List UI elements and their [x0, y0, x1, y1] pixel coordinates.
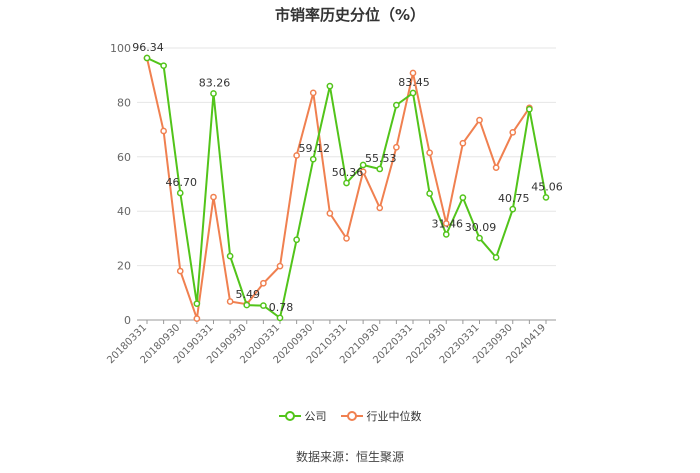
industry-median-line: [146, 57, 531, 319]
industry-median-point: [409, 69, 417, 77]
company-point: [376, 165, 384, 173]
industry-median-point: [309, 89, 317, 97]
company-point: [492, 254, 500, 261]
data-label: 59.12: [299, 142, 331, 155]
legend-swatch-company: [278, 411, 301, 421]
company-point: [243, 301, 251, 309]
data-label: 0.78: [269, 301, 294, 314]
data-label: 30.09: [465, 221, 497, 234]
industry-median-point: [476, 116, 483, 124]
data-source-note: 数据来源：恒生聚源: [295, 450, 404, 464]
company-point: [160, 62, 167, 70]
company-point: [293, 236, 300, 244]
company-point: [509, 205, 517, 213]
industry-median-point: [226, 298, 234, 305]
industry-median-point: [492, 164, 500, 172]
industry-median-point: [459, 139, 467, 147]
industry-median-point: [193, 315, 201, 322]
y-tick-label: 80: [117, 96, 131, 109]
legend-item-industry-median[interactable]: 行业中位数: [340, 408, 422, 424]
company-point: [393, 101, 400, 109]
company-point: [176, 189, 184, 197]
y-tick-label: 60: [117, 151, 131, 164]
industry-median-point: [376, 204, 384, 212]
company-point: [343, 179, 350, 187]
grid-lines: [137, 47, 556, 267]
chart-title: 市销率历史分位（%）: [274, 6, 426, 24]
industry-median-point: [293, 152, 300, 159]
data-label: 50.36: [332, 166, 364, 179]
legend-item-company[interactable]: 公司: [278, 408, 327, 424]
company-point: [359, 161, 367, 169]
company-point: [476, 234, 483, 242]
industry-median-point: [442, 220, 450, 227]
company-point: [409, 89, 417, 97]
y-tick-label: 20: [117, 260, 131, 273]
data-label: 96.34: [132, 41, 164, 54]
data-label: 55.53: [365, 152, 397, 165]
series-lines: [143, 54, 550, 322]
company-point: [143, 54, 151, 62]
industry-median-point: [343, 235, 350, 242]
company-point: [276, 314, 284, 322]
y-tick-label: 100: [110, 42, 131, 55]
data-label: 46.70: [166, 176, 198, 189]
legend-label-industry-median: 行业中位数: [366, 410, 422, 423]
company-point: [226, 252, 234, 260]
data-label: 5.49: [236, 288, 261, 301]
data-label: 83.45: [398, 76, 430, 89]
data-label: 45.06: [531, 180, 563, 193]
industry-median-point: [210, 193, 217, 201]
legend-label-company: 公司: [304, 410, 327, 423]
company-point: [542, 194, 550, 201]
y-tick-label: 0: [124, 314, 131, 327]
industry-median-point: [426, 149, 433, 157]
data-label: 31.46: [432, 217, 464, 230]
company-point: [193, 300, 201, 308]
industry-median-point: [509, 128, 517, 136]
industry-median-point: [326, 210, 334, 217]
company-line: [146, 57, 547, 320]
industry-median-point: [393, 143, 400, 151]
data-label: 40.75: [498, 192, 530, 205]
company-point: [459, 194, 467, 201]
company-point: [326, 82, 334, 90]
industry-median-point: [260, 279, 267, 287]
industry-median-point: [359, 168, 367, 176]
company-point: [526, 105, 533, 113]
company-point: [260, 302, 267, 309]
company-point: [210, 90, 217, 97]
company-point: [309, 155, 317, 163]
company-point: [442, 231, 450, 238]
legend: 公司 行业中位数: [0, 408, 700, 424]
industry-median-point: [276, 262, 284, 270]
legend-swatch-industry-median: [340, 411, 363, 421]
company-point: [426, 190, 433, 197]
industry-median-point: [176, 267, 184, 275]
y-tick-label: 40: [117, 205, 131, 218]
data-label: 83.26: [199, 77, 231, 90]
industry-median-point: [160, 127, 167, 135]
